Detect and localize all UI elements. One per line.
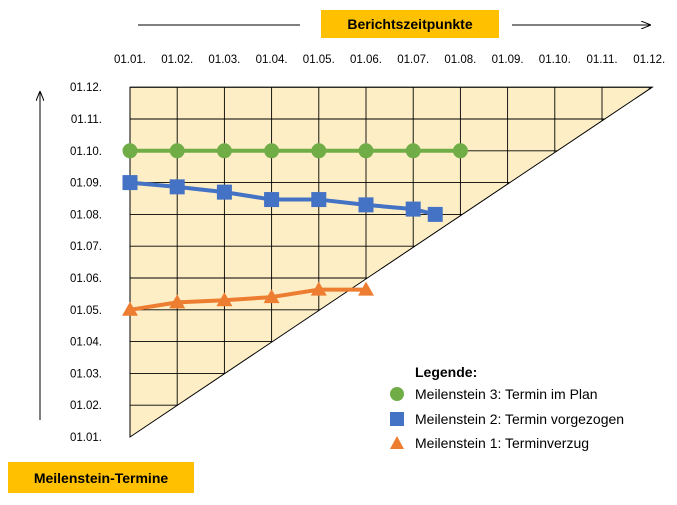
data-point — [358, 143, 374, 159]
data-point — [216, 292, 233, 307]
data-point — [169, 143, 185, 159]
x-tick-label: 01.07. — [397, 54, 429, 66]
x-tick-label: 01.11. — [586, 54, 617, 66]
series-layer — [122, 143, 468, 316]
legend: Legende: Meilenstein 3: Termin im Plan M… — [378, 362, 624, 456]
circle-marker-icon — [389, 387, 404, 402]
y-tick-label: 01.04. — [70, 337, 102, 349]
y-axis-title: Meilenstein-Termine — [8, 462, 194, 493]
data-point — [358, 197, 374, 213]
y-tick-label: 01.06. — [70, 273, 102, 285]
series-line — [129, 287, 366, 312]
x-tick-labels: 01.01. 01.02. 01.03. 01.04. 01.05. 01.06. 01.0… — [114, 54, 665, 66]
x-tick-label: 01.05. — [303, 54, 335, 66]
legend-label: Meilenstein 2: Termin vorgezogen — [415, 410, 625, 427]
y-tick-label: 01.11. — [71, 114, 102, 126]
data-point — [405, 201, 421, 217]
x-tick-label: 01.06. — [350, 54, 382, 66]
legend-label: Meilenstein 3: Termin im Plan — [415, 386, 598, 403]
data-point — [427, 206, 443, 222]
data-point — [405, 143, 421, 159]
data-point — [310, 281, 327, 296]
y-tick-label: 01.03. — [70, 368, 102, 380]
y-tick-labels: 01.01. 01.02. 01.03. 01.04. 01.05. 01.06. 01.0… — [70, 82, 102, 444]
series-line — [129, 180, 436, 217]
data-point — [264, 192, 280, 208]
data-point — [122, 301, 138, 316]
y-tick-label: 01.05. — [70, 305, 102, 317]
triangle-marker-icon — [389, 436, 404, 450]
data-point — [263, 289, 280, 304]
x-tick-label: 01.03. — [208, 54, 240, 66]
y-tick-label: 01.02. — [70, 400, 102, 412]
data-point — [216, 143, 232, 159]
data-point — [216, 184, 232, 200]
x-tick-label: 01.09. — [492, 54, 524, 66]
data-point — [452, 143, 468, 159]
data-point — [264, 143, 280, 159]
data-point — [169, 179, 185, 195]
x-tick-label: 01.01. — [114, 54, 146, 66]
y-tick-label: 01.09. — [70, 178, 102, 190]
y-tick-label: 01.01. — [70, 432, 102, 444]
legend-item: Meilenstein 3: Termin im Plan — [378, 382, 624, 407]
y-tick-label: 01.08. — [70, 209, 102, 221]
x-tick-label: 01.04. — [256, 54, 288, 66]
data-point — [358, 281, 374, 296]
x-axis-title: Berichtszeitpunkte — [321, 10, 499, 38]
legend-label: Meilenstein 1: Terminverzug — [415, 435, 590, 452]
legend-item: Meilenstein 2: Termin vorgezogen — [378, 407, 624, 432]
data-point — [311, 143, 327, 159]
data-point — [169, 294, 186, 309]
data-point — [122, 143, 138, 159]
x-tick-label: 01.10. — [539, 54, 571, 66]
legend-item: Meilenstein 1: Terminverzug — [378, 431, 624, 456]
y-tick-label: 01.10. — [70, 146, 102, 158]
legend-title: Legende: — [415, 364, 478, 380]
y-tick-label: 01.07. — [70, 241, 102, 253]
square-marker-icon — [389, 411, 404, 426]
data-point — [311, 192, 327, 208]
x-tick-label: 01.02. — [161, 54, 193, 66]
y-tick-label: 01.12. — [70, 82, 102, 94]
data-point — [122, 175, 138, 191]
x-tick-label: 01.08. — [444, 54, 476, 66]
x-tick-label: 01.12. — [633, 54, 665, 66]
